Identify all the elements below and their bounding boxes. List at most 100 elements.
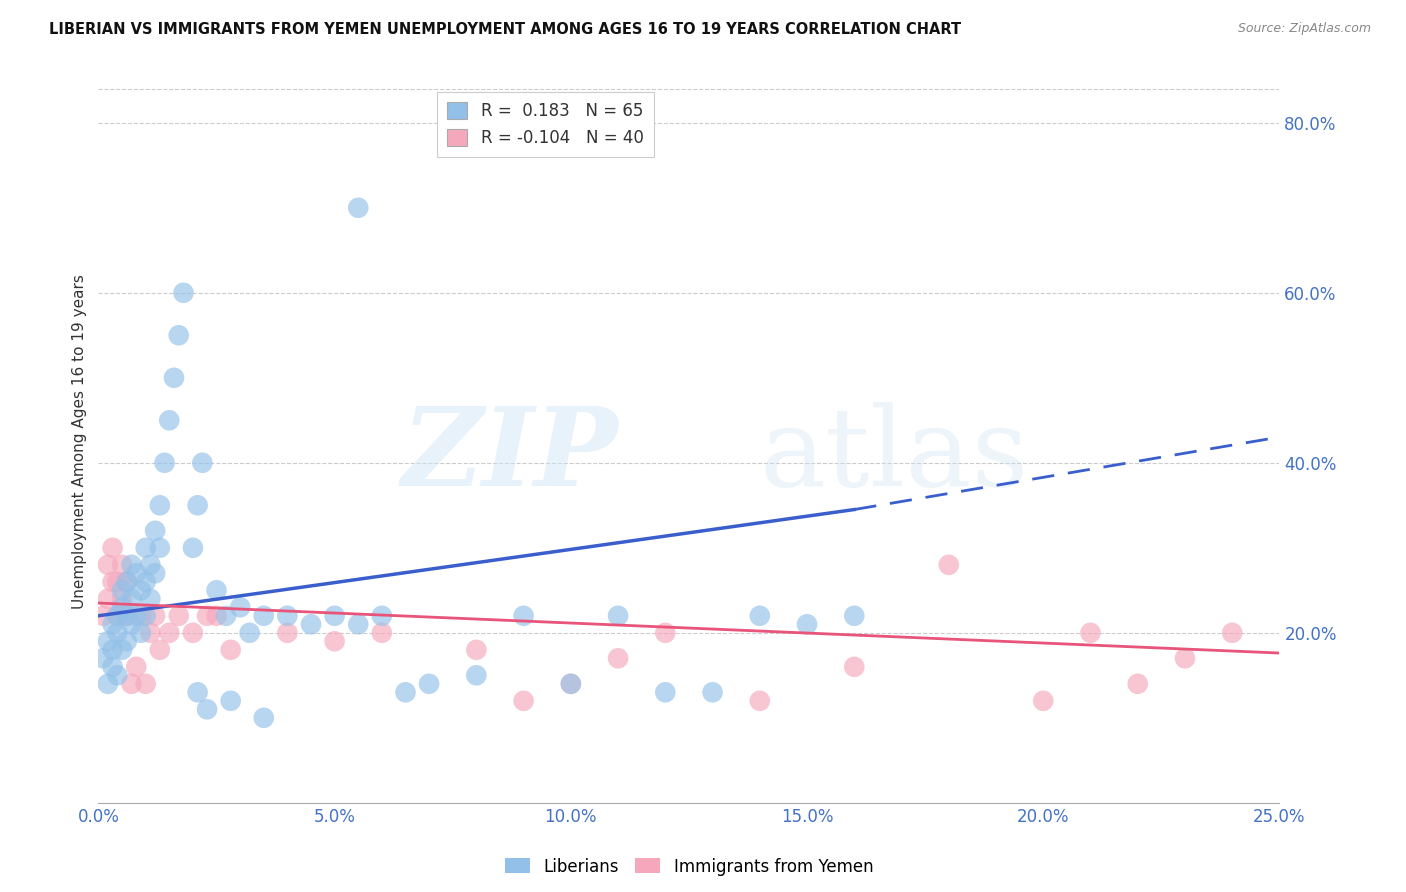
Point xyxy=(1126,677,1149,691)
Point xyxy=(101,660,124,674)
Point xyxy=(1080,625,1102,640)
Point xyxy=(187,498,209,512)
Point xyxy=(299,617,322,632)
Point xyxy=(105,625,128,640)
Point xyxy=(125,608,148,623)
Point xyxy=(135,677,157,691)
Point xyxy=(157,625,180,640)
Point xyxy=(105,608,128,623)
Point xyxy=(157,413,180,427)
Point xyxy=(129,608,152,623)
Point xyxy=(253,608,276,623)
Point xyxy=(125,660,148,674)
Point xyxy=(143,608,166,623)
Point xyxy=(195,608,218,623)
Point xyxy=(1220,625,1243,640)
Point xyxy=(181,541,204,555)
Point xyxy=(91,651,114,665)
Point xyxy=(187,685,209,699)
Point xyxy=(167,328,190,343)
Point xyxy=(167,608,190,623)
Point xyxy=(115,574,138,589)
Point xyxy=(371,608,394,623)
Point xyxy=(1174,651,1197,665)
Point xyxy=(115,634,138,648)
Point xyxy=(91,608,114,623)
Y-axis label: Unemployment Among Ages 16 to 19 years: Unemployment Among Ages 16 to 19 years xyxy=(72,274,87,609)
Point xyxy=(512,608,534,623)
Point xyxy=(191,456,214,470)
Point xyxy=(205,608,228,623)
Point xyxy=(111,600,134,615)
Point xyxy=(748,608,770,623)
Point xyxy=(97,677,120,691)
Point xyxy=(105,574,128,589)
Point xyxy=(276,608,298,623)
Point xyxy=(97,634,120,648)
Point xyxy=(702,685,724,699)
Point xyxy=(97,591,120,606)
Point xyxy=(139,591,162,606)
Point xyxy=(115,608,138,623)
Point xyxy=(135,541,157,555)
Point xyxy=(347,201,370,215)
Point xyxy=(607,608,630,623)
Point xyxy=(560,677,582,691)
Point xyxy=(323,634,346,648)
Point xyxy=(105,608,128,623)
Point xyxy=(101,574,124,589)
Point xyxy=(101,642,124,657)
Point xyxy=(607,651,630,665)
Point xyxy=(139,558,162,572)
Point xyxy=(560,677,582,691)
Text: atlas: atlas xyxy=(759,402,1029,509)
Point xyxy=(418,677,440,691)
Point xyxy=(276,625,298,640)
Point xyxy=(239,625,262,640)
Point xyxy=(748,694,770,708)
Point xyxy=(465,668,488,682)
Point xyxy=(139,625,162,640)
Point xyxy=(205,583,228,598)
Point xyxy=(219,642,242,657)
Text: ZIP: ZIP xyxy=(402,402,619,509)
Point xyxy=(1032,694,1054,708)
Point xyxy=(654,685,676,699)
Point xyxy=(101,541,124,555)
Point xyxy=(172,285,194,300)
Legend: Liberians, Immigrants from Yemen: Liberians, Immigrants from Yemen xyxy=(498,851,880,882)
Point xyxy=(323,608,346,623)
Point xyxy=(111,591,134,606)
Point xyxy=(394,685,416,699)
Point xyxy=(181,625,204,640)
Point xyxy=(129,583,152,598)
Point xyxy=(149,541,172,555)
Point xyxy=(844,608,866,623)
Point xyxy=(129,625,152,640)
Point xyxy=(111,558,134,572)
Point xyxy=(97,558,120,572)
Text: LIBERIAN VS IMMIGRANTS FROM YEMEN UNEMPLOYMENT AMONG AGES 16 TO 19 YEARS CORRELA: LIBERIAN VS IMMIGRANTS FROM YEMEN UNEMPL… xyxy=(49,22,962,37)
Point xyxy=(115,574,138,589)
Point xyxy=(219,694,242,708)
Point xyxy=(149,642,172,657)
Text: Source: ZipAtlas.com: Source: ZipAtlas.com xyxy=(1237,22,1371,36)
Point xyxy=(149,498,172,512)
Point xyxy=(229,600,252,615)
Point xyxy=(153,456,176,470)
Point xyxy=(135,608,157,623)
Point xyxy=(844,660,866,674)
Point xyxy=(101,617,124,632)
Point xyxy=(143,566,166,581)
Point xyxy=(111,583,134,598)
Point xyxy=(347,617,370,632)
Point xyxy=(465,642,488,657)
Point xyxy=(143,524,166,538)
Point xyxy=(215,608,238,623)
Point xyxy=(135,574,157,589)
Point xyxy=(938,558,960,572)
Point xyxy=(121,677,143,691)
Point xyxy=(371,625,394,640)
Point xyxy=(796,617,818,632)
Point xyxy=(195,702,218,716)
